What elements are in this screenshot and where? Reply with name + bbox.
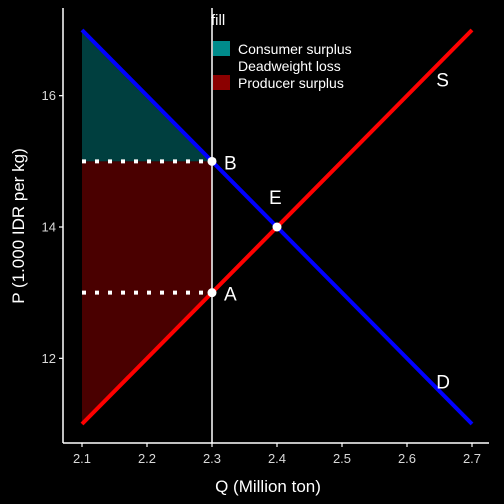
legend-key-producer-surplus <box>213 75 230 90</box>
y-tick-label: 14 <box>42 220 56 235</box>
legend-label-producer-surplus: Producer surplus <box>238 75 344 91</box>
x-tick-label: 2.2 <box>138 451 156 466</box>
legend-label-consumer-surplus: Consumer surplus <box>238 41 352 57</box>
point-b <box>207 156 217 166</box>
x-axis-title: Q (Million ton) <box>215 477 321 496</box>
axes: 2.1 2.2 2.3 2.4 2.5 2.6 2.7 12 14 16 <box>42 8 489 466</box>
point-a <box>207 288 217 298</box>
dotted-guides <box>82 159 212 295</box>
point-label-e: E <box>269 188 282 209</box>
y-axis-title: P (1.000 IDR per kg) <box>9 148 28 304</box>
x-tick-label: 2.7 <box>463 451 481 466</box>
legend-key-consumer-surplus <box>213 41 230 56</box>
point-e <box>272 222 282 232</box>
y-tick-label: 12 <box>42 351 56 366</box>
curve-label-s: S <box>436 70 449 91</box>
y-tick-label: 16 <box>42 88 56 103</box>
equilibrium-points: B E A <box>207 153 282 306</box>
point-label-b: B <box>224 153 237 174</box>
x-tick-label: 2.6 <box>398 451 416 466</box>
x-tick-label: 2.4 <box>268 451 286 466</box>
x-tick-label: 2.3 <box>203 451 221 466</box>
x-tick-label: 2.5 <box>333 451 351 466</box>
x-tick-label: 2.1 <box>73 451 91 466</box>
point-label-a: A <box>224 285 237 306</box>
legend-title: fill <box>211 12 225 29</box>
legend-label-deadweight-loss: Deadweight loss <box>238 58 341 74</box>
curve-label-d: D <box>436 372 450 393</box>
